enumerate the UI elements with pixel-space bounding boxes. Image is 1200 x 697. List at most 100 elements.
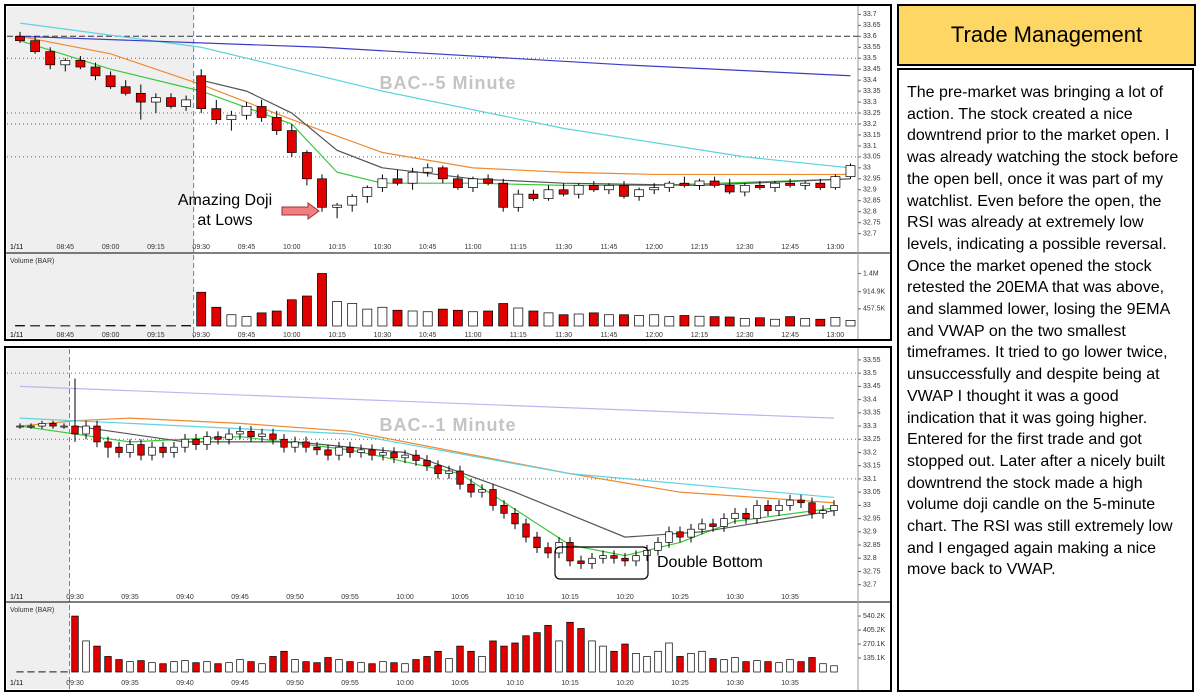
volume-bar — [830, 665, 838, 673]
x-tick-label: 10:45 — [419, 244, 437, 251]
volume-bar — [456, 645, 464, 673]
x-tick-label: 10:20 — [616, 680, 634, 687]
volume-bar — [226, 314, 237, 327]
volume-bar — [434, 650, 442, 673]
x-tick-label: 11:30 — [555, 332, 572, 339]
y-tick-label: 33.05 — [863, 154, 881, 161]
y-tick-label: 32.7 — [863, 582, 877, 589]
volume-bar — [770, 318, 780, 327]
candle-body — [159, 446, 167, 453]
x-tick-label: 10:30 — [726, 594, 744, 601]
x-tick-label: 10:25 — [671, 594, 689, 601]
x-tick-label: 09:55 — [341, 594, 359, 601]
candle-body — [468, 178, 478, 188]
x-tick-label: 12:00 — [645, 332, 663, 339]
volume-bar — [544, 625, 552, 673]
candle-body — [634, 189, 644, 197]
x-tick-label: 12:45 — [781, 332, 799, 339]
volume-bar — [654, 650, 662, 673]
volume-bar — [619, 314, 629, 327]
candle-body — [528, 193, 539, 199]
volume-tick-label: 914.9K — [863, 289, 886, 296]
y-tick-label: 32.85 — [863, 542, 881, 549]
y-tick-label: 33.7 — [863, 11, 877, 18]
indicator-line — [19, 22, 851, 169]
y-tick-label: 33.65 — [863, 22, 881, 29]
candle-body — [258, 433, 266, 437]
indicator-line — [19, 385, 835, 419]
volume-bar — [665, 642, 673, 673]
volume-bar — [269, 656, 277, 673]
candle-body — [800, 182, 811, 186]
volume-bar — [599, 645, 607, 673]
volume-bar — [225, 662, 233, 673]
volume-bar — [468, 311, 478, 327]
y-tick-label: 32.8 — [863, 555, 877, 562]
volume-bar — [302, 661, 310, 673]
candle-body — [533, 536, 541, 549]
annotation-arrow — [281, 202, 320, 220]
volume-label: Volume (BAR) — [10, 258, 54, 265]
volume-bar — [698, 650, 706, 673]
candle-body — [544, 547, 552, 554]
y-tick-label: 33.55 — [863, 357, 881, 364]
candle-body — [60, 60, 71, 66]
volume-bar — [181, 660, 189, 673]
candle-body — [368, 449, 376, 456]
x-tick-label: 09:30 — [66, 680, 84, 687]
candle-body — [247, 430, 255, 437]
candle-body — [90, 66, 101, 77]
volume-bar — [203, 661, 211, 673]
volume-bar — [302, 295, 312, 327]
date-label: 1/11 — [10, 594, 23, 601]
volume-bar — [422, 311, 433, 327]
volume-bar — [317, 273, 327, 327]
candle-body — [643, 549, 651, 556]
candle-body — [148, 446, 156, 456]
candle-body — [15, 35, 25, 42]
candle-body — [467, 483, 475, 493]
x-tick-label: 13:00 — [827, 244, 845, 251]
volume-bar — [280, 650, 288, 673]
y-tick-label: 33.3 — [863, 423, 877, 430]
x-tick-label: 09:45 — [238, 244, 256, 251]
x-tick-label: 10:10 — [506, 594, 524, 601]
candle-body — [196, 75, 207, 110]
x-tick-label: 09:30 — [192, 332, 210, 339]
candle-body — [483, 178, 493, 184]
volume-bar — [478, 656, 486, 673]
candle-body — [676, 531, 684, 538]
candle-body — [317, 178, 327, 208]
candle-body — [286, 130, 297, 153]
candle-body — [166, 97, 176, 107]
candle-body — [687, 528, 695, 538]
candle-body — [105, 75, 116, 88]
volume-bar — [362, 308, 373, 327]
candle-body — [808, 502, 816, 514]
x-tick-label: 10:15 — [328, 244, 346, 251]
volume-bar — [498, 303, 509, 327]
watermark: BAC--5 Minute — [380, 73, 517, 93]
x-tick-label: 09:15 — [147, 332, 165, 339]
premarket-shade — [7, 602, 70, 689]
candle-body — [115, 446, 123, 453]
x-tick-label: 11:00 — [465, 244, 482, 251]
annotation: at Lows — [197, 212, 252, 229]
candle-body — [742, 512, 750, 519]
candle-body — [137, 444, 145, 456]
candle-body — [445, 470, 453, 474]
x-tick-label: 10:00 — [396, 594, 414, 601]
candle-body — [347, 195, 358, 206]
candle-body — [135, 92, 146, 103]
y-tick-label: 33.25 — [863, 110, 881, 117]
volume-bar — [588, 312, 599, 327]
candle-body — [797, 499, 805, 504]
y-tick-label: 33.05 — [863, 489, 881, 496]
volume-bar — [511, 642, 519, 673]
volume-bar — [588, 640, 596, 673]
volume-bar — [676, 656, 684, 673]
candle-body — [170, 446, 178, 453]
volume-bar — [412, 659, 420, 673]
x-tick-label: 10:20 — [616, 594, 634, 601]
volume-bar — [137, 660, 145, 673]
